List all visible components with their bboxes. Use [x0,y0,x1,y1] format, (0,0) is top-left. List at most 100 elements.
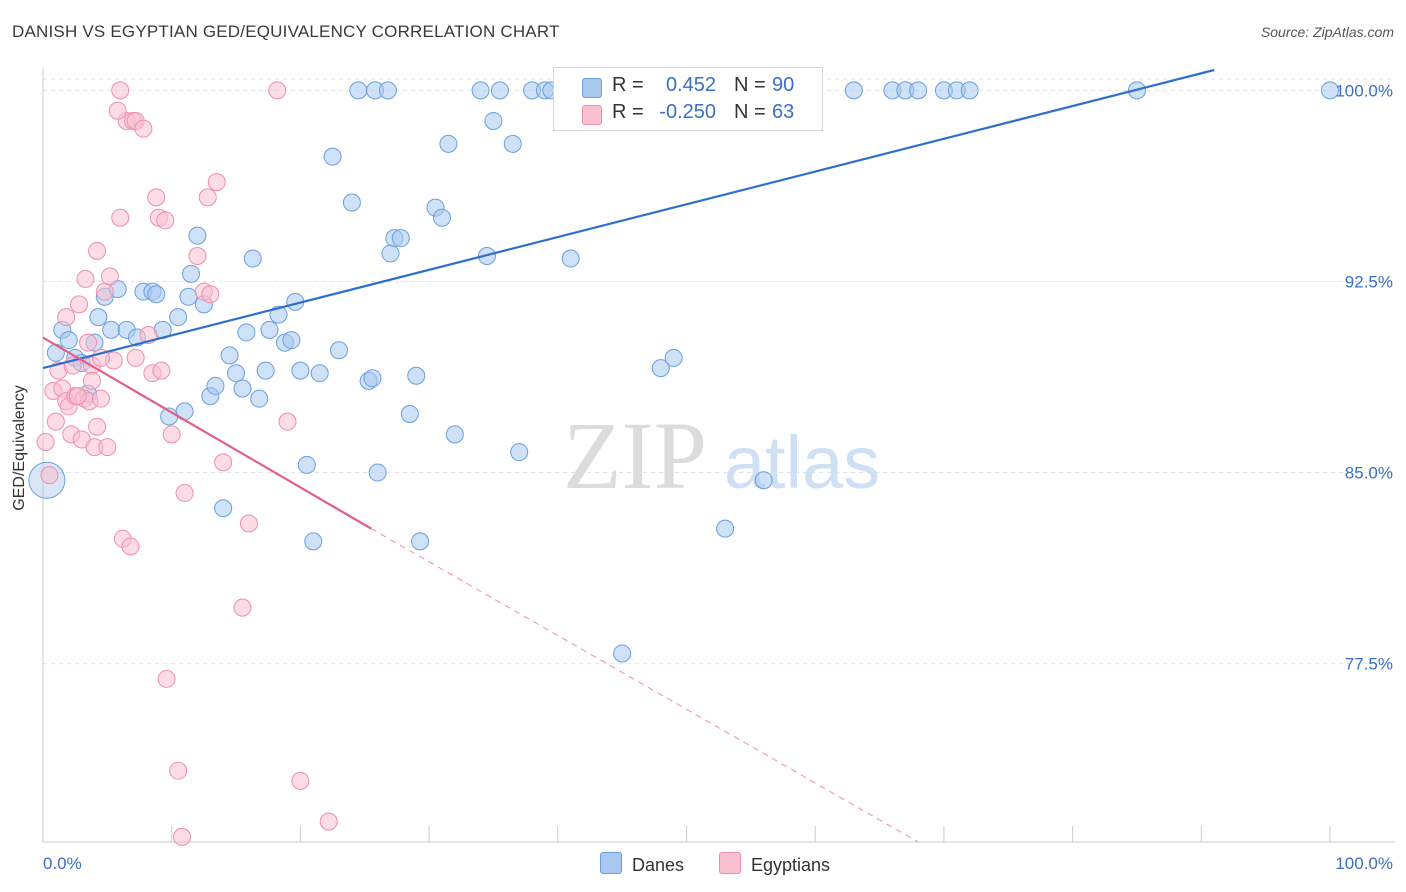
danes-point[interactable] [716,519,735,538]
egyptians-point[interactable] [169,761,188,780]
egyptians-point[interactable] [91,389,110,408]
egyptians-point[interactable] [214,453,233,472]
egyptians-point[interactable] [100,267,119,286]
danes-point[interactable] [214,499,233,518]
danes-point[interactable] [909,81,928,100]
danes-point[interactable] [260,320,279,339]
egyptians-point[interactable] [121,537,140,556]
danes-point[interactable] [342,193,361,212]
egyptians-point[interactable] [233,598,252,617]
egyptians-point[interactable] [156,211,175,230]
danes-point[interactable] [471,81,490,100]
egyptians-point[interactable] [278,412,297,431]
danes-point[interactable] [102,320,121,339]
danes-point[interactable] [960,81,979,100]
danes-point[interactable] [188,226,207,245]
legend-item-egyptians[interactable]: Egyptians [719,852,830,876]
egyptians-point[interactable] [40,466,59,485]
danes-point[interactable] [439,134,458,153]
danes-point[interactable] [561,249,580,268]
danes-point[interactable] [46,343,65,362]
egyptians-point[interactable] [46,412,65,431]
danes-point[interactable] [237,323,256,342]
danes-point[interactable] [391,229,410,248]
danes-point[interactable] [349,81,368,100]
danes-point[interactable] [89,308,108,327]
y-tick-label: 100.0% [1335,81,1393,100]
danes-point[interactable] [182,264,201,283]
danes-point[interactable] [323,147,342,166]
danes-point[interactable] [503,134,522,153]
egyptians-point[interactable] [95,282,114,301]
egyptians-point[interactable] [268,81,287,100]
egyptians-point[interactable] [98,438,117,457]
egyptians-point[interactable] [36,432,55,451]
danes-point[interactable] [368,463,387,482]
danes-point[interactable] [651,359,670,378]
danes-point[interactable] [220,346,239,365]
egyptians-point[interactable] [88,241,107,260]
danes-point[interactable] [310,364,329,383]
danes-point[interactable] [304,532,323,551]
danes-point[interactable] [243,249,262,268]
danes-point[interactable] [363,369,382,388]
egyptians-point[interactable] [57,308,76,327]
egyptians-point[interactable] [157,669,176,688]
egyptians-point[interactable] [207,173,226,192]
egyptians-point[interactable] [70,295,89,314]
egyptians-point[interactable] [111,208,130,227]
egyptians-point[interactable] [319,812,338,831]
danes-point[interactable] [179,287,198,306]
danes-point[interactable] [754,471,773,490]
egyptians-point[interactable] [162,425,181,444]
danes-point[interactable] [445,425,464,444]
danes-point[interactable] [378,81,397,100]
danes-point[interactable] [330,341,349,360]
egyptians-point[interactable] [291,771,310,790]
egyptians-point[interactable] [76,269,95,288]
danes-point[interactable] [1321,81,1339,100]
danes-point[interactable] [490,81,509,100]
danes-point[interactable] [291,361,310,380]
danes-point[interactable] [381,244,400,263]
egyptians-point[interactable] [147,188,166,207]
danes-point[interactable] [227,364,246,383]
danes-point[interactable] [844,81,863,100]
egyptians-point[interactable] [152,361,171,380]
egyptians-point[interactable] [68,387,87,406]
danes-point[interactable] [256,361,275,380]
danes-point[interactable] [233,379,252,398]
egyptians-point[interactable] [198,188,217,207]
danes-point[interactable] [169,308,188,327]
danes-point[interactable] [206,376,225,395]
danes-point[interactable] [282,331,301,350]
egyptians-point[interactable] [201,285,220,304]
egyptians-point[interactable] [239,514,258,533]
watermark-atlas: atlas [724,421,880,504]
egyptians-point[interactable] [172,827,191,846]
danes-point[interactable] [664,348,683,367]
danes-point[interactable] [297,455,316,474]
egyptians-point[interactable] [175,483,194,502]
egyptians-point[interactable] [188,246,207,265]
egyptians-point[interactable] [88,417,107,436]
egyptians-point[interactable] [108,101,127,120]
danes-point[interactable] [250,389,269,408]
danes-point[interactable] [613,644,632,663]
x-tick-label: 100.0% [1335,854,1393,873]
danes-point[interactable] [400,404,419,423]
danes-point[interactable] [411,532,430,551]
danes-point[interactable] [59,331,78,350]
danes-point[interactable] [510,443,529,462]
egyptians-point[interactable] [82,371,101,390]
danes-point[interactable] [484,111,503,130]
danes-point[interactable] [147,285,166,304]
egyptians-point[interactable] [111,81,130,100]
egyptians-point[interactable] [134,119,153,138]
legend-swatch-egyptians [582,105,602,125]
egyptians-point[interactable] [79,333,98,352]
legend-item-danes[interactable]: Danes [600,852,684,876]
danes-point[interactable] [432,208,451,227]
danes-point[interactable] [407,366,426,385]
egyptians-point[interactable] [126,348,145,367]
